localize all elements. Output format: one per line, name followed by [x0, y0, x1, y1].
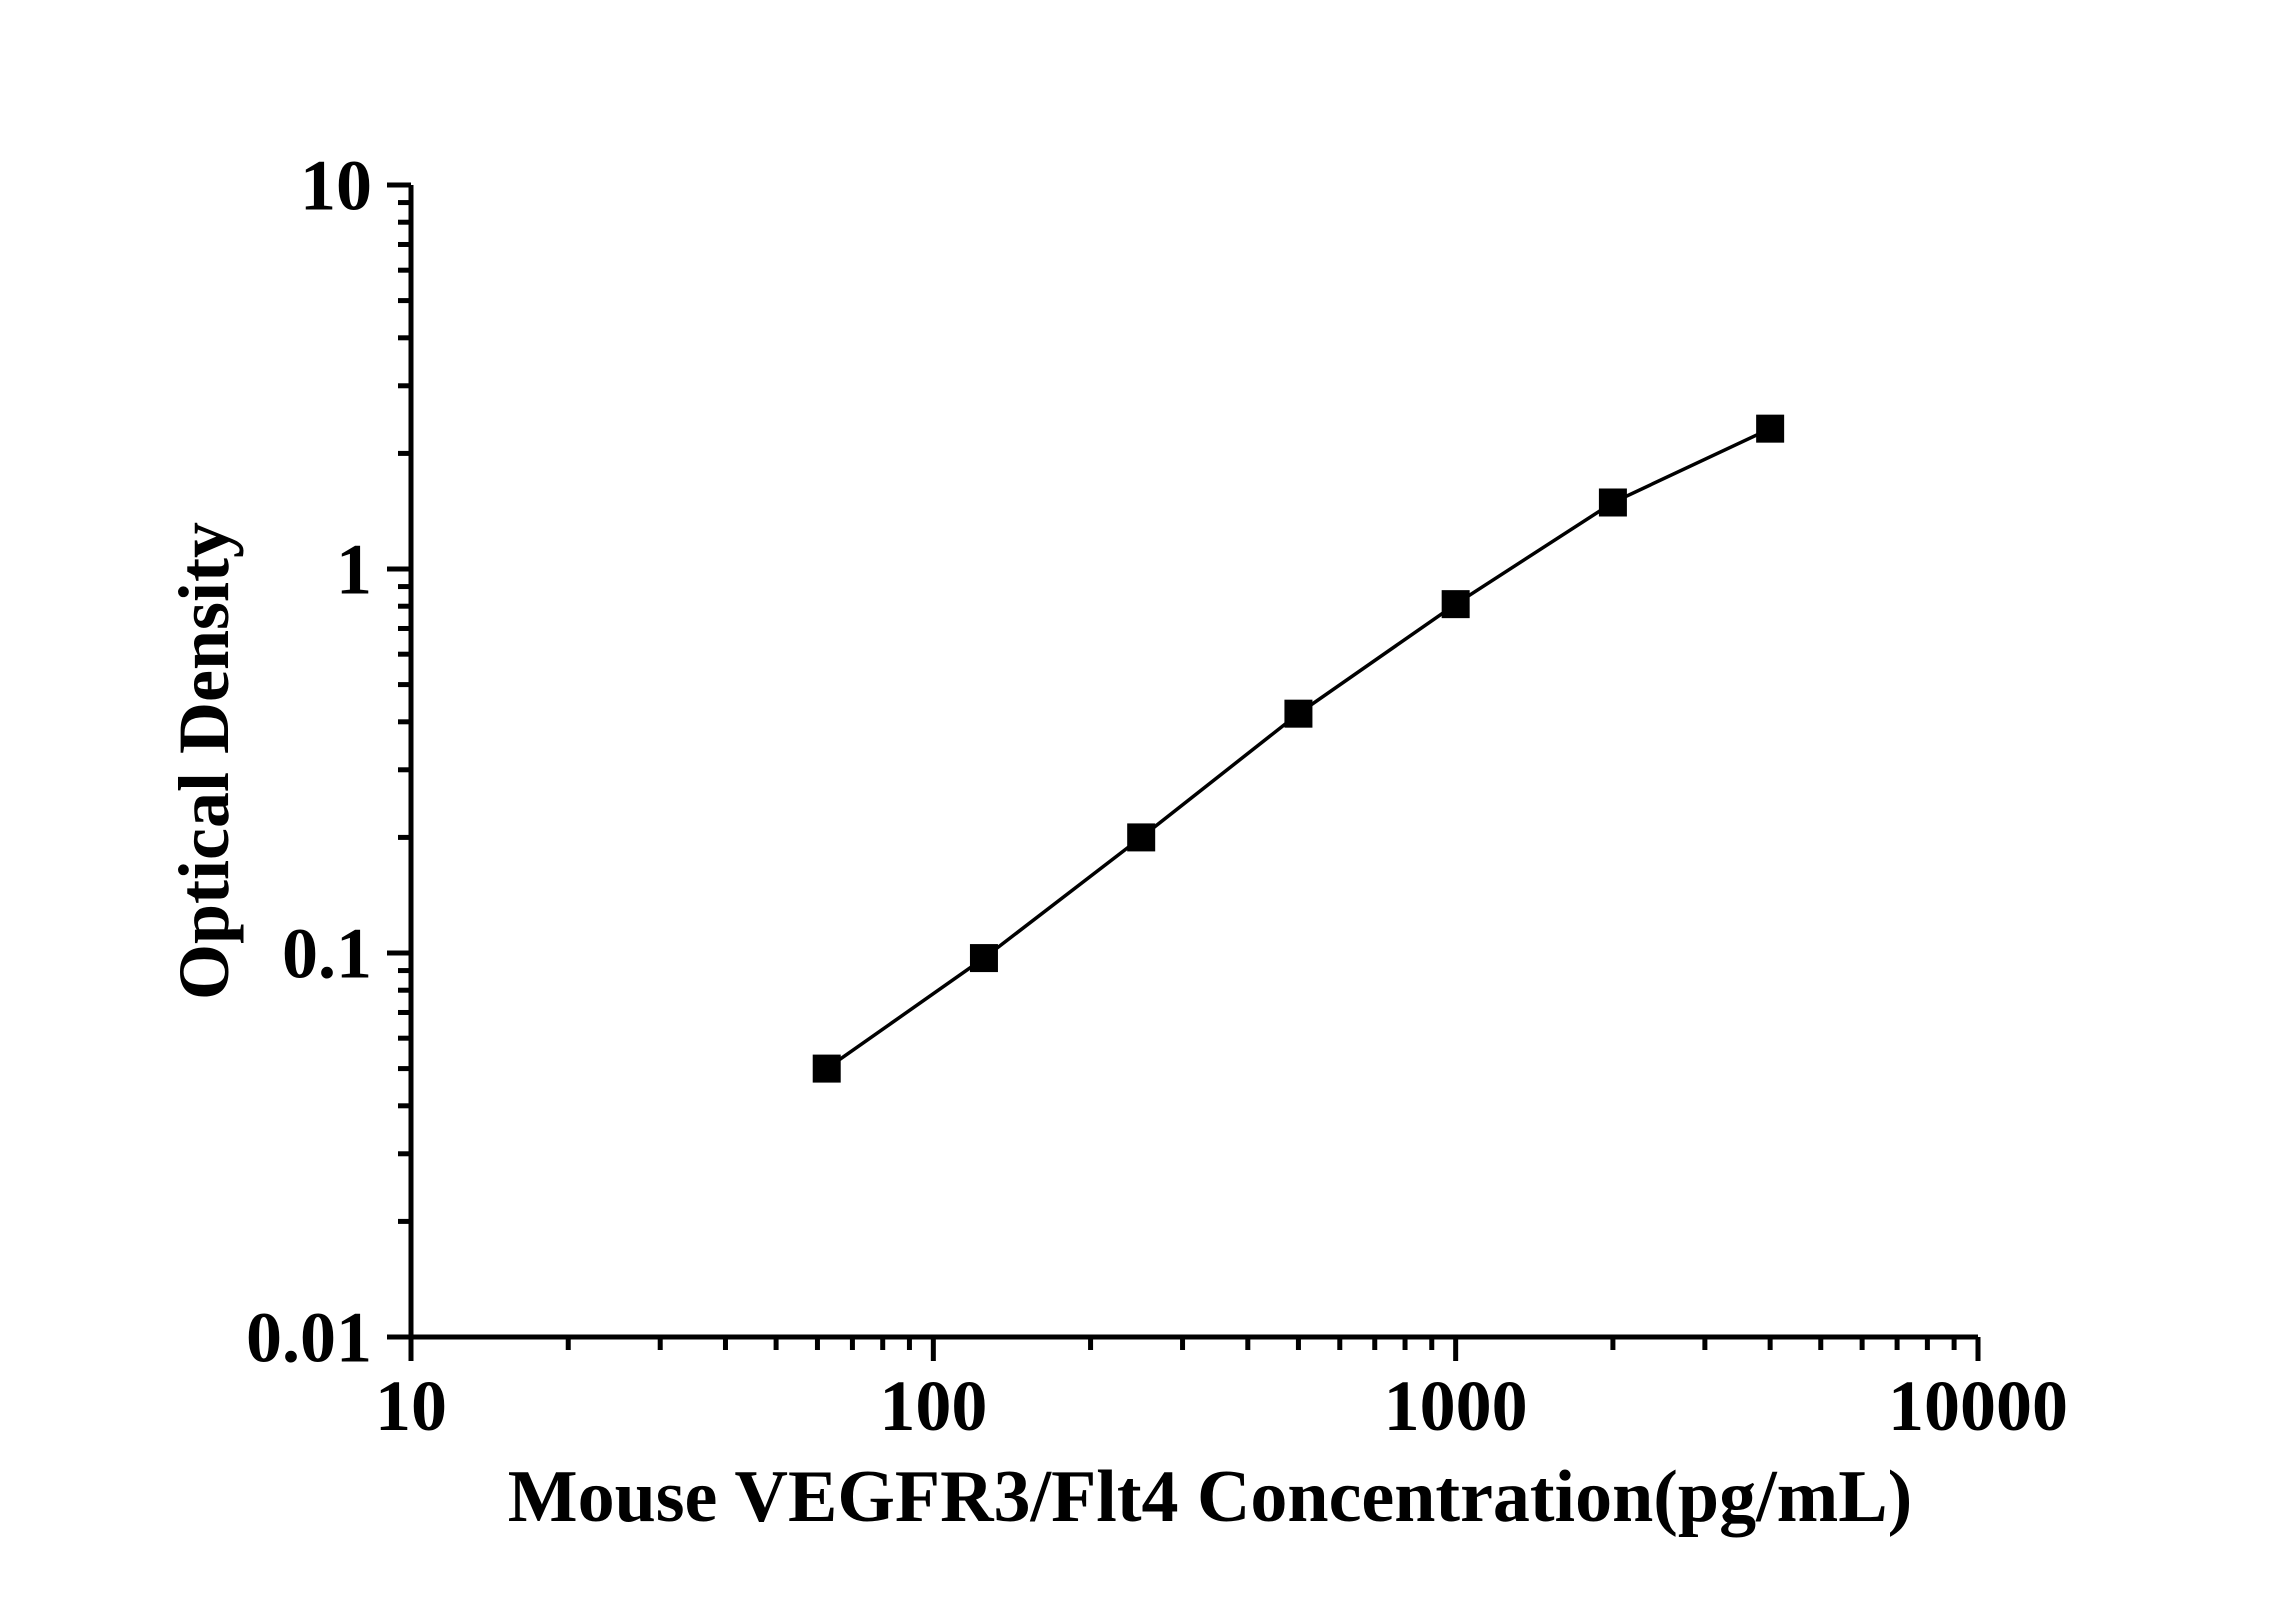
y-axis-title: Optical Density: [164, 522, 244, 1000]
y-tick-label: 0.01: [246, 1297, 372, 1377]
y-tick-label: 0.1: [282, 913, 372, 993]
x-tick-label: 10000: [1888, 1366, 2068, 1446]
x-tick-label: 10: [375, 1366, 447, 1446]
standard-curve-line: [825, 427, 1771, 1071]
data-point-marker: [1756, 414, 1785, 443]
x-tick-label: 1000: [1384, 1366, 1528, 1446]
data-point-marker: [1284, 699, 1313, 728]
axis-tick-labels: 10 100 1000 10000 0.01 0.1 1 10: [246, 145, 2068, 1446]
data-point-marker: [1598, 488, 1627, 517]
axes: [408, 185, 1978, 1340]
data-point-marker: [1127, 823, 1156, 852]
data-point-marker: [1441, 590, 1470, 619]
data-point-marker: [812, 1054, 841, 1083]
y-tick-label: 10: [300, 145, 372, 225]
data-point-marker: [969, 944, 998, 973]
axis-ticks: [387, 182, 1981, 1361]
x-tick-label: 100: [879, 1366, 987, 1446]
data-series: [812, 414, 1785, 1083]
y-tick-label: 1: [336, 529, 372, 609]
x-axis-title: Mouse VEGFR3/Flt4 Concentration(pg/mL): [508, 1456, 1913, 1538]
